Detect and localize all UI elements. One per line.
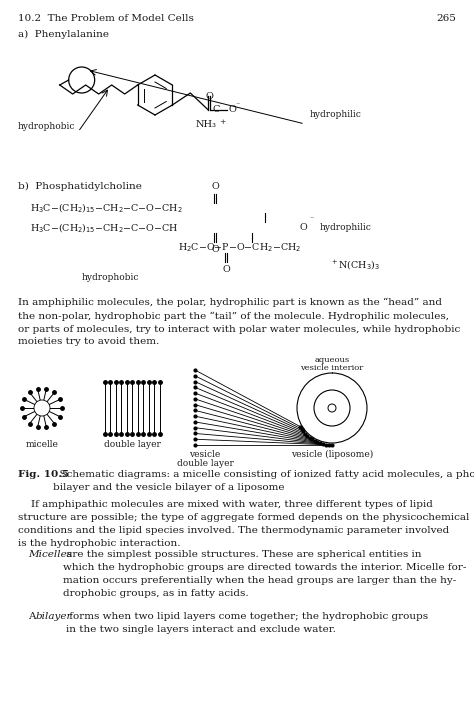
Text: +: + bbox=[219, 118, 226, 126]
Text: bilayer: bilayer bbox=[36, 612, 73, 621]
Text: b)  Phosphatidylcholine: b) Phosphatidylcholine bbox=[18, 182, 142, 191]
Text: O: O bbox=[211, 245, 219, 254]
Text: are the simplest possible structures. These are spherical entities in
which the : are the simplest possible structures. Th… bbox=[63, 550, 466, 598]
Text: O: O bbox=[228, 106, 236, 114]
Text: a)  Phenylalanine: a) Phenylalanine bbox=[18, 30, 109, 39]
Text: NH₃: NH₃ bbox=[196, 120, 217, 129]
Text: If amphipathic molecules are mixed with water, three different types of lipid
st: If amphipathic molecules are mixed with … bbox=[18, 500, 469, 548]
Text: In amphiphilic molecules, the polar, hydrophilic part is known as the “head” and: In amphiphilic molecules, the polar, hyd… bbox=[18, 298, 460, 346]
Text: vesicle interior: vesicle interior bbox=[301, 364, 364, 372]
Text: hydrophobic: hydrophobic bbox=[81, 273, 139, 282]
Text: H$_2$C$-$O$-$P$-$O$-$CH$_2$$-$CH$_2$: H$_2$C$-$O$-$P$-$O$-$CH$_2$$-$CH$_2$ bbox=[178, 242, 301, 254]
Text: Fig. 10.5: Fig. 10.5 bbox=[18, 470, 69, 479]
Text: double layer: double layer bbox=[104, 440, 161, 449]
Text: O: O bbox=[211, 182, 219, 191]
Text: O: O bbox=[300, 223, 308, 232]
Text: aqueous: aqueous bbox=[314, 356, 349, 364]
Text: A: A bbox=[28, 612, 39, 621]
Text: O: O bbox=[205, 92, 213, 101]
Text: 10.2  The Problem of Model Cells: 10.2 The Problem of Model Cells bbox=[18, 14, 194, 23]
Text: Micelles: Micelles bbox=[28, 550, 72, 559]
Circle shape bbox=[34, 400, 50, 416]
Text: C: C bbox=[212, 104, 219, 114]
Text: H$_3$C$-$(CH$_2$)$_{15}$$-$CH$_2$$-$C$-$O$-$CH: H$_3$C$-$(CH$_2$)$_{15}$$-$CH$_2$$-$C$-$… bbox=[30, 221, 178, 234]
Text: micelle: micelle bbox=[26, 440, 58, 449]
Text: O: O bbox=[222, 265, 230, 274]
Text: forms when two lipid layers come together; the hydrophobic groups
in the two sin: forms when two lipid layers come togethe… bbox=[66, 612, 428, 634]
Text: Schematic diagrams: a micelle consisting of ionized fatty acid molecules, a phos: Schematic diagrams: a micelle consisting… bbox=[53, 470, 474, 491]
Text: $^+$N(CH$_3$)$_3$: $^+$N(CH$_3$)$_3$ bbox=[330, 258, 380, 271]
Text: vesicle (liposome): vesicle (liposome) bbox=[291, 450, 373, 459]
Text: ⁻: ⁻ bbox=[235, 102, 240, 110]
Text: hydrophilic: hydrophilic bbox=[320, 223, 372, 232]
Text: hydrophilic: hydrophilic bbox=[310, 110, 362, 119]
Text: H$_3$C$-$(CH$_2$)$_{15}$$-$CH$_2$$-$C$-$O$-$CH$_2$: H$_3$C$-$(CH$_2$)$_{15}$$-$CH$_2$$-$C$-$… bbox=[30, 201, 182, 214]
Text: 265: 265 bbox=[436, 14, 456, 23]
Text: hydrophobic: hydrophobic bbox=[18, 122, 75, 131]
Text: double layer: double layer bbox=[176, 459, 233, 468]
Text: ⁻: ⁻ bbox=[309, 216, 313, 224]
Text: vesicle: vesicle bbox=[190, 450, 220, 459]
